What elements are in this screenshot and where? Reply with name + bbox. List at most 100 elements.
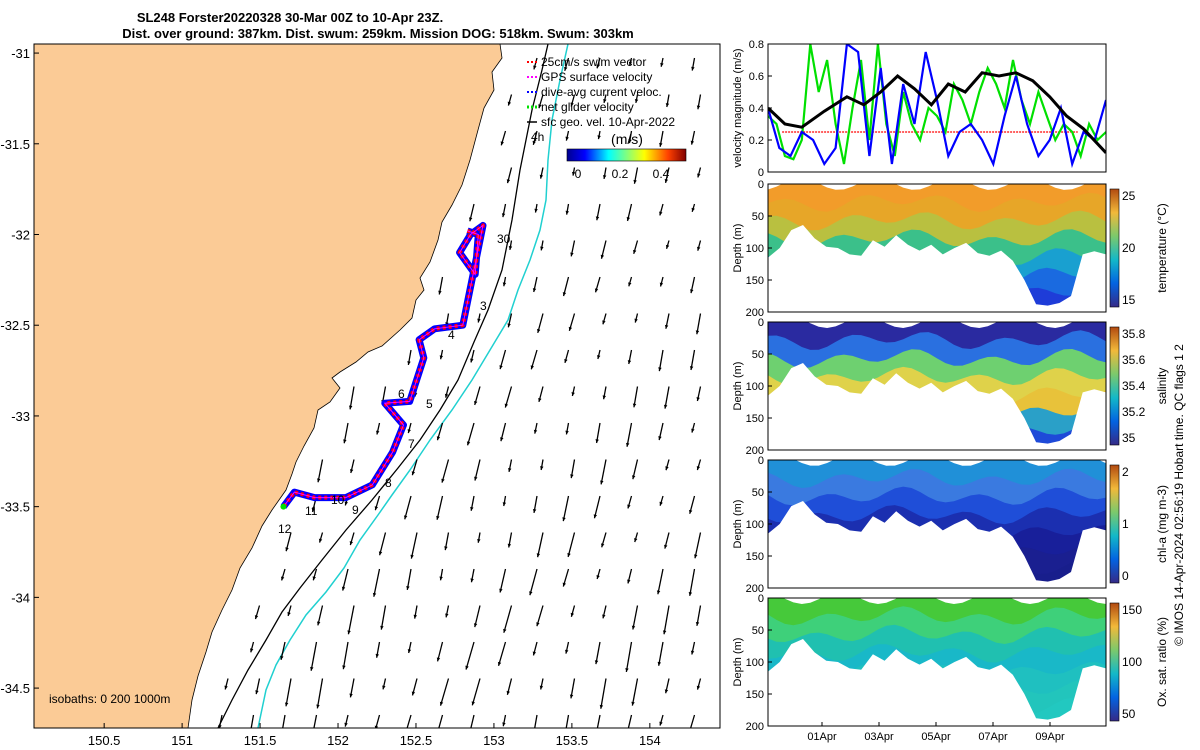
current-arrow-shaft (536, 532, 544, 558)
current-arrow-head (626, 729, 629, 733)
velocity-y-tick-label: 0.6 (749, 71, 764, 83)
current-arrow-head (628, 282, 632, 287)
map-y-tick-label: -32 (11, 228, 30, 243)
current-arrow-head (372, 592, 377, 597)
map-x-tick-label: 154 (639, 733, 661, 748)
current-arrow-head (441, 478, 445, 483)
title-line-1: SL248 Forster20220328 30-Mar 00Z to 10-A… (137, 10, 443, 25)
current-arrow-head (665, 244, 670, 249)
current-arrow-head (378, 551, 383, 556)
current-arrow-shaft (663, 605, 670, 635)
section-x-tick-label: 09Apr (1035, 731, 1065, 743)
current-arrow-shaft (664, 386, 670, 409)
current-arrow-head (287, 612, 291, 616)
current-arrow-head (407, 361, 411, 365)
current-arrow-head (411, 471, 416, 476)
current-arrow-head (318, 538, 323, 543)
current-arrow-head (565, 210, 569, 215)
current-arrow-head (342, 665, 346, 670)
velocity-y-ticks: 0 0.2 0.4 0.6 0.8 (749, 39, 772, 179)
map-y-tick-label: -34.5 (0, 681, 30, 696)
section-colorbar-tick: 0 (1122, 569, 1129, 583)
section-y-tick-label: 0 (758, 179, 764, 191)
current-arrow-head (410, 554, 414, 559)
day-label: 12 (278, 522, 292, 536)
day-label: 6 (398, 387, 405, 401)
current-arrow-head (688, 591, 693, 596)
current-arrow-head (696, 397, 700, 402)
current-arrow-head (570, 474, 574, 479)
current-arrow-head (434, 740, 437, 744)
section-field (768, 322, 1106, 450)
current-arrow-head (533, 65, 537, 70)
current-arrow-head (403, 515, 408, 520)
day-label: 8 (385, 476, 392, 490)
section-y-tick-label: 0 (758, 593, 764, 605)
section-seafloor-mask (768, 501, 1106, 588)
current-arrow-head (690, 650, 695, 655)
velocity-y-tick-label: 0.4 (749, 103, 764, 115)
current-arrow-head (631, 701, 635, 706)
current-arrow-head (597, 135, 601, 140)
current-arrow-head (565, 136, 569, 141)
current-arrow-head (474, 476, 478, 481)
current-arrow-shaft (282, 714, 286, 728)
current-arrow-shaft (342, 641, 349, 670)
legend-label-net: net glider velocity (541, 100, 634, 114)
current-arrow-head (506, 179, 511, 184)
current-arrow-head (532, 140, 536, 145)
current-arrow-head (536, 553, 541, 558)
current-arrow-head (407, 649, 412, 653)
current-arrow-head (502, 722, 506, 727)
velocity-y-tick-label: 0.8 (749, 39, 764, 51)
current-arrow-shaft (466, 422, 475, 446)
isobath-legend: isobaths: 0 200 1000m (49, 692, 170, 706)
current-arrow-head (540, 466, 544, 470)
current-arrow-shaft (310, 641, 318, 671)
velocity-y-tick-label: 0 (758, 167, 764, 179)
section-colorbar-tick: 1 (1122, 517, 1129, 531)
section-colorbar-tick: 15 (1122, 293, 1136, 307)
current-arrow-head (593, 741, 596, 745)
current-arrow-head (445, 613, 449, 618)
current-arrow-shaft (380, 605, 387, 630)
current-arrow-shaft (529, 568, 538, 596)
current-arrow-head (376, 430, 380, 435)
map-x-tick-label: 153 (483, 733, 505, 748)
current-arrow-head (595, 216, 600, 221)
current-arrow-head (539, 174, 544, 179)
current-arrow-head (567, 553, 571, 557)
map-y-tick-label: -34 (11, 590, 30, 605)
current-arrow-shaft (379, 532, 387, 556)
section-colorbar-tick: 35.4 (1122, 379, 1146, 393)
current-arrow-head (349, 469, 354, 473)
section-field (768, 460, 1106, 588)
current-arrow-head (663, 404, 668, 409)
legend-label-swim: 25cm/s swim vector (541, 55, 646, 69)
current-arrow-head (628, 61, 633, 66)
current-arrow-shaft (441, 459, 450, 483)
current-arrow-head (632, 403, 637, 408)
velocity-plot-area (768, 44, 1106, 172)
current-arrow-head (662, 630, 667, 635)
current-arrow-shaft (600, 678, 607, 709)
map-y-ticks: -31 -31.5 -32 -32.5 -33 -33.5 -34 -34.5 (0, 46, 39, 696)
current-arrow-head (562, 517, 566, 522)
section-y-tick-label: 50 (752, 349, 764, 361)
current-arrow-head (254, 615, 259, 620)
current-arrow-head (562, 582, 567, 587)
section-ylabel: Depth (m) (732, 224, 744, 273)
current-arrow-head (499, 588, 503, 593)
current-arrow-head (571, 392, 575, 396)
current-arrow-head (341, 586, 346, 591)
current-arrow-shaft (600, 459, 607, 485)
map-colorbar-tick: 0.2 (612, 167, 629, 181)
section-colorbar-tick: 100 (1122, 655, 1142, 669)
current-arrow-head (473, 623, 478, 628)
current-arrow-head (532, 509, 537, 513)
current-arrow-head (374, 725, 379, 728)
map-panel: 150.5 151 151.5 152 152.5 153 153.5 154 -31 -31.… (0, 43, 721, 748)
current-arrow-shaft (474, 605, 481, 628)
track-gps (283, 224, 484, 507)
section-colorbar-label: Ox. sat. ratio (%) (1155, 617, 1169, 707)
